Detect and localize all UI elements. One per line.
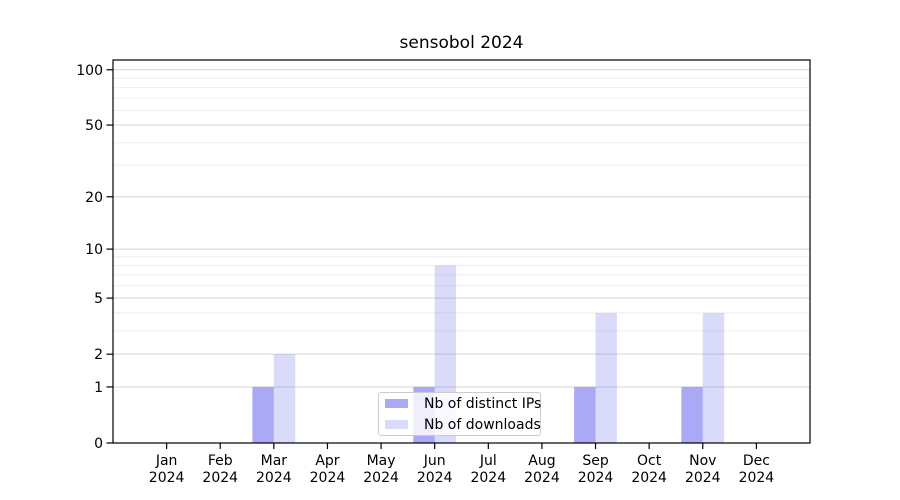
- x-axis-tick-label-month: Jul: [479, 453, 497, 469]
- legend-swatch-distinct-ips-icon: [385, 399, 408, 408]
- x-axis-tick-label-month: Sep: [582, 453, 609, 469]
- x-axis-tick-label-month: Apr: [315, 453, 339, 469]
- y-axis-tick-label: 100: [76, 63, 103, 79]
- legend-label-downloads: Nb of downloads: [424, 416, 541, 433]
- x-axis-tick-label-month: Oct: [637, 453, 662, 469]
- y-axis-tick-label: 10: [85, 242, 103, 258]
- y-axis-tick-label: 2: [94, 347, 103, 363]
- legend-swatch-downloads-icon: [385, 420, 408, 429]
- x-axis-tick-label-year: 2024: [470, 470, 506, 486]
- x-axis-tick-label-month: Aug: [528, 453, 555, 469]
- bar-downloads-mar: [273, 354, 296, 443]
- y-axis-tick-label: 20: [85, 190, 103, 206]
- y-axis-tick-label: 1: [94, 380, 103, 396]
- bar-downloads-nov: [702, 312, 725, 443]
- x-axis-tick-label-month: Jun: [423, 453, 446, 469]
- x-axis-tick-label-month: Jan: [155, 453, 178, 469]
- y-axis-tick-label: 0: [94, 436, 103, 452]
- legend-label-distinct-ips: Nb of distinct IPs: [424, 395, 542, 412]
- x-axis-tick-label-year: 2024: [417, 470, 453, 486]
- x-axis-tick-label-year: 2024: [149, 470, 185, 486]
- x-axis-tick-label-month: Mar: [261, 453, 288, 469]
- x-axis-tick-label-year: 2024: [256, 470, 292, 486]
- x-axis-tick-label-year: 2024: [363, 470, 399, 486]
- x-axis-tick-label-year: 2024: [631, 470, 667, 486]
- x-axis-tick-label-year: 2024: [524, 470, 560, 486]
- bar-distinct-ips-nov: [681, 386, 703, 443]
- legend: Nb of distinct IPs Nb of downloads: [378, 392, 541, 436]
- bar-downloads-sep: [595, 312, 617, 443]
- x-axis-tick-label-year: 2024: [310, 470, 346, 486]
- bar-distinct-ips-mar: [252, 386, 274, 443]
- x-axis-tick-label-month: May: [367, 453, 396, 469]
- plot-frame: [112, 59, 811, 444]
- x-axis-tick-label-month: Feb: [208, 453, 233, 469]
- x-axis-tick-label-month: Nov: [689, 453, 716, 469]
- legend-entry-downloads: Nb of downloads: [385, 414, 541, 435]
- chart-title: sensobol 2024: [399, 33, 524, 53]
- x-axis-tick-label-year: 2024: [202, 470, 238, 486]
- x-axis-tick-label-year: 2024: [685, 470, 721, 486]
- x-axis-tick-label-year: 2024: [739, 470, 775, 486]
- bar-distinct-ips-sep: [574, 386, 596, 443]
- x-axis-tick-label-month: Dec: [743, 453, 770, 469]
- x-axis-tick-label-year: 2024: [578, 470, 614, 486]
- y-axis-tick-label: 5: [94, 291, 103, 307]
- legend-entry-distinct-ips: Nb of distinct IPs: [385, 393, 542, 414]
- y-axis-tick-label: 50: [85, 118, 103, 134]
